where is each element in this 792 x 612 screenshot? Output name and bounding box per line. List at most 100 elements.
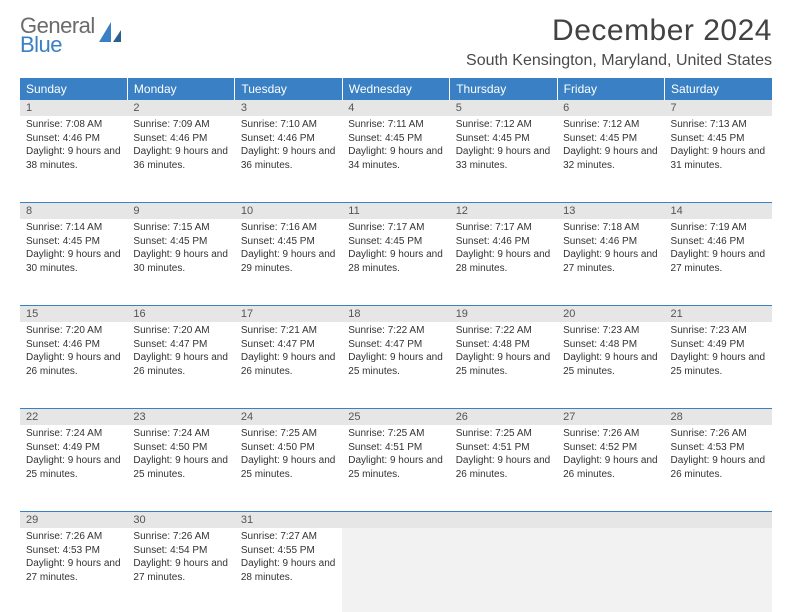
daylight-label: Daylight: xyxy=(456,249,498,260)
sunset-value: 4:54 PM xyxy=(170,545,207,556)
sunset-label: Sunset: xyxy=(241,545,278,556)
sunset-value: 4:48 PM xyxy=(492,339,529,350)
sunset-value: 4:49 PM xyxy=(707,339,744,350)
sunset-value: 4:46 PM xyxy=(63,339,100,350)
sunrise-value: 7:17 AM xyxy=(495,222,532,233)
week-3-daynum-row: 15161718192021 xyxy=(20,306,772,323)
daylight-label: Daylight: xyxy=(456,455,498,466)
sunrise-label: Sunrise: xyxy=(456,119,495,130)
sunset-value: 4:45 PM xyxy=(492,133,529,144)
day-11-number: 11 xyxy=(342,203,449,220)
sunrise-label: Sunrise: xyxy=(456,325,495,336)
day-22-details: Sunrise: 7:24 AMSunset: 4:49 PMDaylight:… xyxy=(20,425,127,485)
sunrise-value: 7:26 AM xyxy=(710,428,747,439)
week-4-body-row: Sunrise: 7:24 AMSunset: 4:49 PMDaylight:… xyxy=(20,425,772,512)
sunrise-label: Sunrise: xyxy=(563,428,602,439)
sunset-label: Sunset: xyxy=(241,339,278,350)
day-30-cell: Sunrise: 7:26 AMSunset: 4:54 PMDaylight:… xyxy=(127,528,234,612)
week-4-daynum-row: 22232425262728 xyxy=(20,409,772,426)
sunrise-value: 7:09 AM xyxy=(173,119,210,130)
daylight-label: Daylight: xyxy=(241,455,283,466)
sunrise-label: Sunrise: xyxy=(133,222,172,233)
day-14-number: 14 xyxy=(665,203,772,220)
day-3-cell: Sunrise: 7:10 AMSunset: 4:46 PMDaylight:… xyxy=(235,116,342,203)
sunrise-value: 7:11 AM xyxy=(388,119,424,130)
day-13-details: Sunrise: 7:18 AMSunset: 4:46 PMDaylight:… xyxy=(557,219,664,279)
sunset-value: 4:46 PM xyxy=(707,236,744,247)
sunset-label: Sunset: xyxy=(133,442,170,453)
day-6-cell: Sunrise: 7:12 AMSunset: 4:45 PMDaylight:… xyxy=(557,116,664,203)
sunrise-value: 7:16 AM xyxy=(280,222,317,233)
day-21-cell: Sunrise: 7:23 AMSunset: 4:49 PMDaylight:… xyxy=(665,322,772,409)
sunset-label: Sunset: xyxy=(348,339,385,350)
sunset-label: Sunset: xyxy=(671,133,708,144)
day-22-cell: Sunrise: 7:24 AMSunset: 4:49 PMDaylight:… xyxy=(20,425,127,512)
day-30-number: 30 xyxy=(127,512,234,529)
daylight-label: Daylight: xyxy=(563,352,605,363)
sunset-label: Sunset: xyxy=(456,236,493,247)
sunset-value: 4:49 PM xyxy=(63,442,100,453)
day-7-details: Sunrise: 7:13 AMSunset: 4:45 PMDaylight:… xyxy=(665,116,772,176)
weekday-header-saturday: Saturday xyxy=(665,78,772,100)
sunrise-label: Sunrise: xyxy=(563,325,602,336)
day-17-cell: Sunrise: 7:21 AMSunset: 4:47 PMDaylight:… xyxy=(235,322,342,409)
sunset-value: 4:47 PM xyxy=(170,339,207,350)
day-2-number: 2 xyxy=(127,100,234,116)
day-12-number: 12 xyxy=(450,203,557,220)
sunrise-label: Sunrise: xyxy=(26,325,65,336)
sunset-value: 4:45 PM xyxy=(385,236,422,247)
sunset-value: 4:51 PM xyxy=(385,442,422,453)
day-10-cell: Sunrise: 7:16 AMSunset: 4:45 PMDaylight:… xyxy=(235,219,342,306)
sunrise-label: Sunrise: xyxy=(241,119,280,130)
sunset-label: Sunset: xyxy=(133,545,170,556)
sunset-value: 4:45 PM xyxy=(385,133,422,144)
empty-cell xyxy=(665,528,772,612)
daylight-label: Daylight: xyxy=(348,146,390,157)
day-9-number: 9 xyxy=(127,203,234,220)
daylight-label: Daylight: xyxy=(671,249,713,260)
sunrise-value: 7:20 AM xyxy=(65,325,102,336)
sunset-label: Sunset: xyxy=(26,442,63,453)
day-15-number: 15 xyxy=(20,306,127,323)
sunset-label: Sunset: xyxy=(671,339,708,350)
sunrise-label: Sunrise: xyxy=(563,222,602,233)
sunrise-value: 7:18 AM xyxy=(603,222,640,233)
sunrise-label: Sunrise: xyxy=(671,119,710,130)
sunset-label: Sunset: xyxy=(133,339,170,350)
daylight-label: Daylight: xyxy=(26,558,68,569)
week-3-body-row: Sunrise: 7:20 AM Sunset: 4:46 PM Daylight:… xyxy=(20,322,772,409)
day-6-number: 6 xyxy=(557,100,664,116)
sunrise-label: Sunrise: xyxy=(456,428,495,439)
sunset-label: Sunset: xyxy=(26,133,63,144)
daylight-label: Daylight: xyxy=(133,146,175,157)
day-28-details: Sunrise: 7:26 AMSunset: 4:53 PMDaylight:… xyxy=(665,425,772,485)
day-4-number: 4 xyxy=(342,100,449,116)
day-26-cell: Sunrise: 7:25 AMSunset: 4:51 PMDaylight:… xyxy=(450,425,557,512)
empty-daynum xyxy=(450,512,557,529)
day-7-number: 7 xyxy=(665,100,772,116)
day-24-cell: Sunrise: 7:25 AMSunset: 4:50 PMDaylight:… xyxy=(235,425,342,512)
sunrise-label: Sunrise: xyxy=(26,531,65,542)
day-16-number: 16 xyxy=(127,306,234,323)
sunset-label: Sunset: xyxy=(456,133,493,144)
sunset-label: Sunset: xyxy=(563,339,600,350)
day-15-cell: Sunrise: 7:20 AMSunset: 4:46 PMDaylight:… xyxy=(20,322,127,409)
brand-text: General Blue xyxy=(20,14,95,56)
sunset-value: 4:45 PM xyxy=(63,236,100,247)
week-1-body-row: Sunrise: 7:08 AMSunset: 4:46 PMDaylight:… xyxy=(20,116,772,203)
sunrise-label: Sunrise: xyxy=(133,428,172,439)
day-5-number: 5 xyxy=(450,100,557,116)
sunrise-value: 7:27 AM xyxy=(280,531,317,542)
day-25-cell: Sunrise: 7:25 AMSunset: 4:51 PMDaylight:… xyxy=(342,425,449,512)
sunset-value: 4:55 PM xyxy=(278,545,315,556)
sunset-label: Sunset: xyxy=(241,133,278,144)
sunrise-value: 7:26 AM xyxy=(65,531,102,542)
daylight-label: Daylight: xyxy=(26,249,68,260)
calendar-body: 1234567Sunrise: 7:08 AMSunset: 4:46 PMDa… xyxy=(20,100,772,612)
sunset-label: Sunset: xyxy=(133,236,170,247)
week-2-body-row: Sunrise: 7:14 AMSunset: 4:45 PMDaylight:… xyxy=(20,219,772,306)
sunrise-value: 7:25 AM xyxy=(280,428,317,439)
sunset-label: Sunset: xyxy=(133,133,170,144)
sunrise-label: Sunrise: xyxy=(348,428,387,439)
day-14-details: Sunrise: 7:19 AMSunset: 4:46 PMDaylight:… xyxy=(665,219,772,279)
